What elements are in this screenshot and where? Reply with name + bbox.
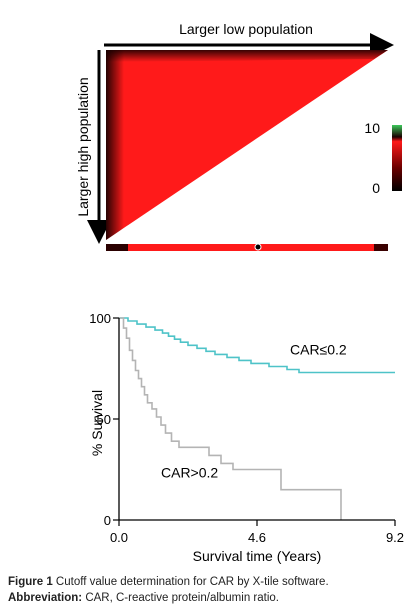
km-annotation-1: CAR≤0.2 [290, 341, 347, 357]
caption-abbrev-label: Abbreviation: [8, 592, 83, 604]
km-x-tick-label: 9.2 [386, 530, 404, 545]
km-series-group [119, 317, 395, 520]
km-series-line-2 [119, 317, 342, 520]
km-y-tick-label: 0 [104, 513, 111, 528]
km-x-tick-label: 4.6 [248, 530, 266, 545]
caption-figure-label: Figure 1 [8, 576, 53, 588]
km-axes: 0.0 4.6 9.2 0 50 100 [89, 311, 404, 545]
xtile-plot: Larger low population Larger high popula… [75, 21, 402, 251]
xtile-colorbar-min: 0 [372, 180, 380, 196]
xtile-bottom-strip-dark-right [374, 244, 388, 251]
km-series-line-1 [119, 317, 395, 374]
caption-abbrev-text: CAR, C-reactive protein/albumin ratio. [82, 592, 279, 604]
km-x-tick-label: 0.0 [110, 530, 128, 545]
km-y-tick-label: 50 [97, 412, 111, 427]
caption-figure-text: Cutoff value determination for CAR by X-… [52, 576, 329, 588]
km-annotation-2: CAR>0.2 [161, 465, 218, 481]
xtile-triangle [106, 50, 388, 240]
km-y-tick-label: 100 [89, 311, 111, 326]
figure-caption: Figure 1 Cutoff value determination for … [8, 574, 412, 606]
km-ylabel: % Survival [89, 390, 105, 456]
xtile-bottom-strip [106, 244, 388, 251]
xtile-top-label: Larger low population [179, 21, 313, 37]
xtile-triangle-top-shade [106, 50, 388, 62]
km-annotations: CAR≤0.2 CAR>0.2 [161, 341, 347, 480]
xtile-side-label: Larger high population [75, 77, 91, 216]
km-xlabel: Survival time (Years) [193, 548, 322, 564]
xtile-colorbar [392, 125, 402, 191]
xtile-colorbar-max: 10 [364, 120, 380, 136]
xtile-cutoff-marker [254, 243, 262, 251]
xtile-bottom-strip-dark-left [106, 244, 128, 251]
xtile-triangle-left-shade [106, 50, 124, 240]
km-chart: 0.0 4.6 9.2 0 50 100 CAR≤0.2 CAR>0.2 % Surviva… [89, 311, 404, 564]
